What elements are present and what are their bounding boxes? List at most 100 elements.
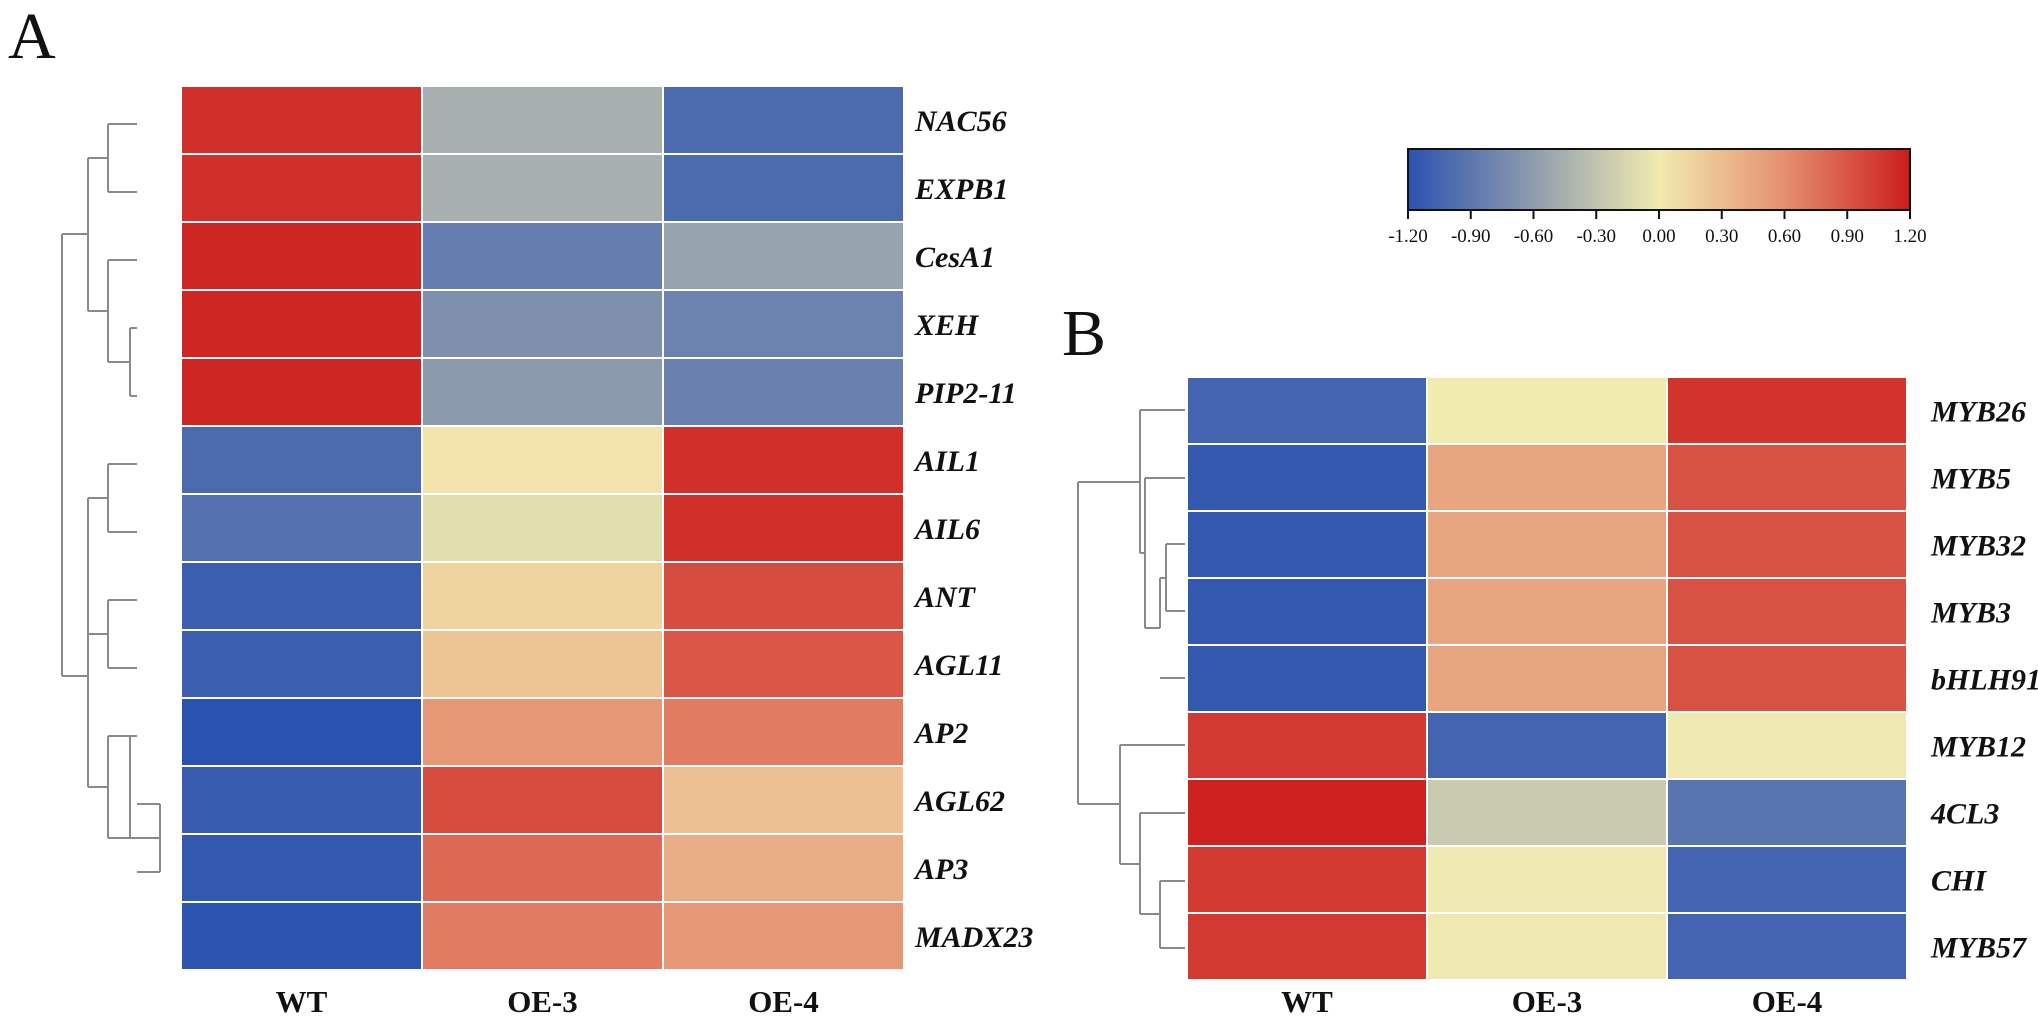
heatmap-a-cell-madx23-oe-4 [662,901,905,971]
heatmap-b-cell-chi-oe-4 [1666,845,1908,914]
heatmap-a-row-label-ail1: AIL1 [913,445,980,478]
heatmap-a-col-label-oe-4: OE-4 [748,984,819,1019]
heatmap-a-cell-agl11-oe-3 [421,629,664,699]
heatmap-b-row-label-chi: CHI [1931,865,1987,898]
heatmap-a-row-label-nac56: NAC56 [914,105,1007,138]
heatmap-b-cell-4cl3-oe-3 [1426,778,1668,847]
colorbar-tick-label: -0.60 [1514,226,1554,247]
heatmap-a-cell-madx23-oe-3 [421,901,664,971]
heatmap-a-row-label-ant: ANT [913,581,977,614]
heatmap-b-cell-myb26-oe-3 [1426,376,1668,445]
heatmap-a-cell-nac56-oe-4 [662,85,905,155]
heatmap-a-cell-agl62-wt [180,765,423,835]
heatmap-b-cell-bhlh91-oe-3 [1426,644,1668,713]
heatmap-a-cell-ail1-wt [180,425,423,495]
heatmap-b-cell-4cl3-oe-4 [1666,778,1908,847]
heatmap-b-cell-myb12-oe-4 [1666,711,1908,780]
heatmap-a-row-label-expb1: EXPB1 [914,173,1008,206]
heatmap-a-cell-pip2-11-wt [180,357,423,427]
heatmap-a-cell-ap3-oe-4 [662,833,905,903]
heatmap-a-cell-ap2-wt [180,697,423,767]
heatmap-b-cell-myb32-wt [1186,510,1428,579]
heatmap-b-row-label-myb26: MYB26 [1930,396,2026,429]
colorbar-tick-label: -1.20 [1388,226,1428,247]
heatmap-b-cell-myb3-oe-3 [1426,577,1668,646]
heatmap-a-cell-nac56-oe-3 [421,85,664,155]
heatmap-b-cell-myb32-oe-4 [1666,510,1908,579]
heatmap-a-cell-ap3-wt [180,833,423,903]
heatmap-a-cell-ap3-oe-3 [421,833,664,903]
heatmap-a-cell-madx23-wt [180,901,423,971]
heatmap-a-row-label-agl11: AGL11 [913,649,1003,682]
heatmap-a-cell-agl11-wt [180,629,423,699]
heatmap-a-cell-xeh-oe-4 [662,289,905,359]
heatmap-b-cell-myb57-wt [1186,912,1428,981]
dendrogram-a [61,123,161,873]
heatmap-a-cell-nac56-wt [180,85,423,155]
heatmap-a-row-label-agl62: AGL62 [913,785,1005,818]
heatmap-a-cell-agl62-oe-4 [662,765,905,835]
heatmap-a-cell-expb1-wt [180,153,423,223]
heatmap-b-cell-myb3-oe-4 [1666,577,1908,646]
heatmap-a-cell-agl11-oe-4 [662,629,905,699]
heatmap-a-cell-pip2-11-oe-4 [662,357,905,427]
panel-label-a: A [8,0,56,73]
heatmap-a-cell-agl62-oe-3 [421,765,664,835]
heatmap-a-row-label-madx23: MADX23 [914,921,1033,954]
colorbar-tick-label: 0.90 [1831,226,1864,247]
colorbar-tick-label: 0.00 [1642,226,1675,247]
heatmap-b-cell-bhlh91-oe-4 [1666,644,1908,713]
colorbar-tick-label: 0.60 [1768,226,1801,247]
heatmap-a-cell-cesa1-wt [180,221,423,291]
heatmap-a-cell-expb1-oe-3 [421,153,664,223]
heatmap-b-cell-myb57-oe-4 [1666,912,1908,981]
heatmap-b-row-label-bhlh91: bHLH91 [1931,664,2038,697]
heatmap-b-cell-myb26-wt [1186,376,1428,445]
heatmap-a: NAC56 EXPB1 CesA1 XEH PIP2-11 AIL1 AIL6 ANT AGL1… [180,85,1033,1019]
heatmap-a-row-label-ap2: AP2 [913,717,968,750]
heatmap-a-cell-pip2-11-oe-3 [421,357,664,427]
colorbar-tick-label: 1.20 [1893,226,1926,247]
heatmap-a-cell-ail6-wt [180,493,423,563]
heatmap-b-cell-myb5-wt [1186,443,1428,512]
heatmap-b-cell-myb12-wt [1186,711,1428,780]
heatmap-a-cell-ant-oe-4 [662,561,905,631]
heatmap-a-cell-ail1-oe-3 [421,425,664,495]
heatmap-b-cell-myb26-oe-4 [1666,376,1908,445]
heatmap-b-row-label-myb57: MYB57 [1930,932,2027,965]
colorbar-tick-label: 0.30 [1705,226,1738,247]
heatmap-b: MYB26 MYB5 MYB32 MYB3 bHLH91 MYB12 4CL3 CHI MYB5… [1186,376,2038,1019]
heatmap-b-col-label-wt: WT [1281,984,1333,1019]
heatmap-b-row-label-myb5: MYB5 [1930,463,2011,496]
heatmap-b-row-label-myb12: MYB12 [1930,731,2026,764]
heatmap-b-cell-bhlh91-wt [1186,644,1428,713]
heatmap-a-cell-xeh-oe-3 [421,289,664,359]
heatmap-a-col-label-wt: WT [276,984,328,1019]
heatmap-a-row-label-cesa1: CesA1 [915,241,995,274]
heatmap-b-cell-myb32-oe-3 [1426,510,1668,579]
colorbar-tick-label: -0.30 [1576,226,1616,247]
heatmap-a-cell-cesa1-oe-3 [421,221,664,291]
dendrogram-b [1077,409,1185,949]
heatmap-b-cell-myb57-oe-3 [1426,912,1668,981]
heatmap-b-cell-myb3-wt [1186,577,1428,646]
heatmap-b-cell-chi-oe-3 [1426,845,1668,914]
heatmap-a-cell-expb1-oe-4 [662,153,905,223]
heatmap-b-col-label-oe-3: OE-3 [1512,984,1583,1019]
heatmap-a-row-label-xeh: XEH [914,309,980,342]
heatmap-a-cell-ap2-oe-3 [421,697,664,767]
heatmap-a-col-label-oe-3: OE-3 [507,984,578,1019]
heatmap-b-cell-4cl3-wt [1186,778,1428,847]
colorbar-ticks: -1.20 -0.90 -0.60 -0.30 0.00 0.30 0.60 0.90 1.20 [1388,210,1927,247]
heatmap-a-row-label-pip2-11: PIP2-11 [914,377,1017,410]
heatmap-a-row-label-ap3: AP3 [913,853,968,886]
colorbar-tick-label: -0.90 [1451,226,1491,247]
colorbar: -1.20 -0.90 -0.60 -0.30 0.00 0.30 0.60 0.90 1.20 [1388,148,1927,247]
heatmap-b-col-label-oe-4: OE-4 [1752,984,1823,1019]
heatmap-b-cell-chi-wt [1186,845,1428,914]
heatmap-b-cell-myb5-oe-4 [1666,443,1908,512]
heatmap-b-row-label-myb3: MYB3 [1930,597,2011,630]
heatmap-a-cell-xeh-wt [180,289,423,359]
heatmap-a-cell-ant-oe-3 [421,561,664,631]
